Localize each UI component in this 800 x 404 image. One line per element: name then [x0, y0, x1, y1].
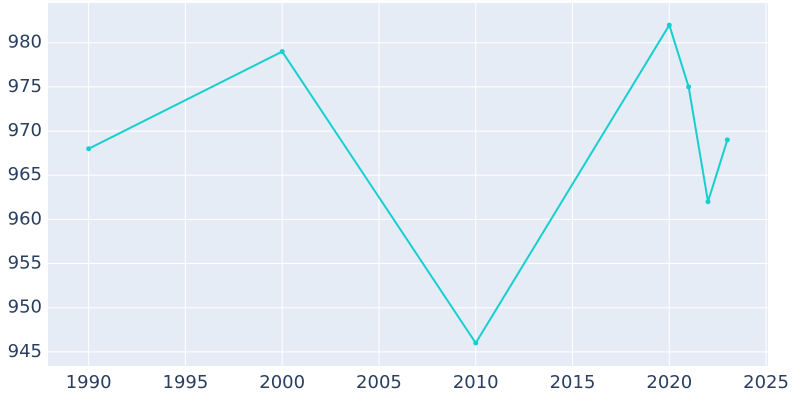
x-tick-label: 1990: [66, 372, 112, 393]
y-tick-label: 965: [8, 164, 42, 185]
plot-area: [48, 3, 768, 366]
y-tick-label: 975: [8, 76, 42, 97]
x-tick-label: 2005: [356, 372, 402, 393]
point: [473, 340, 479, 346]
y-tick-label: 955: [8, 253, 42, 274]
point: [279, 49, 285, 55]
point: [686, 84, 692, 90]
x-tick-label: 2015: [550, 372, 596, 393]
x-tick-label: 2020: [646, 372, 692, 393]
y-tick-label: 945: [8, 341, 42, 362]
y-tick-label: 980: [8, 32, 42, 53]
y-tick-label: 970: [8, 120, 42, 141]
point: [86, 146, 92, 152]
point: [724, 137, 730, 143]
point: [666, 22, 672, 28]
y-tick-label: 960: [8, 208, 42, 229]
point: [705, 199, 711, 205]
x-tick-label: 2010: [453, 372, 499, 393]
y-tick-label: 950: [8, 297, 42, 318]
x-tick-label: 2000: [259, 372, 305, 393]
x-tick-label: 2025: [743, 372, 789, 393]
x-tick-label: 1995: [163, 372, 209, 393]
